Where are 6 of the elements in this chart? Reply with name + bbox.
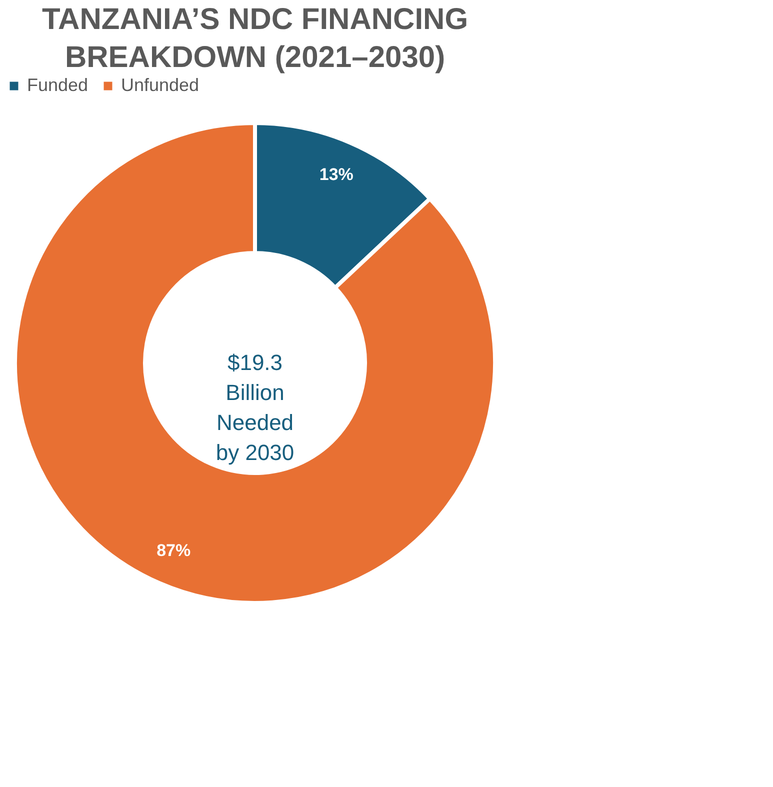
legend-label: Funded (27, 75, 88, 95)
chart-title: TANZANIA’S NDC FINANCING BREAKDOWN (2021–2030) (42, 3, 468, 74)
data-label: 13% (319, 164, 354, 184)
data-label: 87% (156, 541, 191, 560)
text: $19.3 Billion Needed by 2030 (216, 350, 294, 465)
legend-label: Unfunded (121, 75, 200, 95)
